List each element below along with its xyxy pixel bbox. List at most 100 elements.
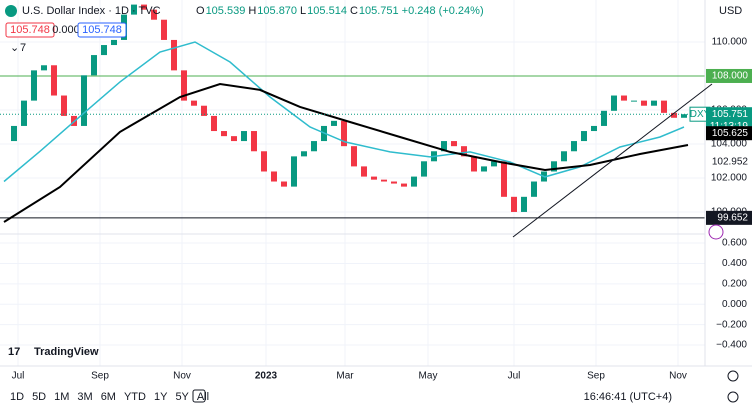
candle — [441, 141, 447, 152]
range-button[interactable]: 6M — [101, 391, 116, 403]
candle — [91, 55, 97, 76]
x-tick-label: Nov — [173, 371, 191, 382]
indicator-toggle[interactable]: ⌄ — [10, 42, 19, 54]
currency: USD — [719, 5, 742, 17]
x-tick-label: Jul — [508, 371, 521, 382]
range-button[interactable]: 1M — [54, 391, 69, 403]
candle — [141, 4, 147, 10]
candle — [521, 196, 527, 212]
x-tick-label: May — [419, 371, 438, 382]
range-button[interactable]: 5D — [32, 391, 46, 403]
candle — [81, 75, 87, 126]
candle — [151, 9, 157, 20]
candle — [581, 131, 587, 142]
candle — [591, 125, 597, 132]
candle — [661, 100, 667, 113]
candle — [501, 161, 507, 197]
ma-tag-text: 105.625 — [712, 128, 749, 139]
candle — [21, 100, 27, 126]
candle — [361, 166, 367, 177]
logo-mark: 17 — [8, 346, 20, 358]
candle — [291, 156, 297, 187]
candle — [171, 39, 177, 71]
ohlc-value: 105.751 — [359, 5, 399, 17]
ohlc-label: O — [196, 5, 205, 17]
candle — [601, 110, 607, 126]
symbol-icon — [5, 5, 17, 17]
candle — [391, 181, 397, 184]
calendar-icon[interactable] — [192, 389, 206, 403]
clock: 16:46:41 (UTC+4) — [584, 391, 672, 403]
ma-tag — [706, 154, 752, 169]
axis-settings[interactable] — [727, 370, 739, 382]
brand: TradingView — [34, 346, 99, 358]
candle — [221, 131, 227, 137]
ohlc-value: 105.514 — [307, 5, 347, 17]
candle — [201, 105, 207, 116]
candle — [531, 181, 537, 197]
candle — [41, 65, 47, 71]
level-label: 108.000 — [712, 71, 749, 82]
x-tick-label: Mar — [336, 371, 354, 382]
candle — [211, 115, 217, 132]
symbol-tag-text: DXY — [690, 109, 711, 120]
candle — [11, 125, 17, 142]
level-tag — [706, 210, 752, 225]
candle — [551, 161, 557, 172]
y-tick-label: 110.000 — [712, 37, 748, 48]
candle — [451, 141, 457, 147]
candle — [301, 151, 307, 157]
y-tick-label: 0.200 — [722, 278, 747, 289]
ma-slow — [3, 82, 689, 223]
y-tick-label: 102.000 — [711, 173, 748, 184]
candle — [161, 19, 167, 40]
candle — [241, 131, 247, 142]
range-button[interactable]: All — [197, 391, 209, 403]
candle — [611, 95, 617, 111]
candle — [131, 4, 137, 15]
range-button[interactable]: 5Y — [175, 391, 189, 403]
candle — [481, 166, 487, 172]
ohlc-label: L — [300, 5, 306, 17]
change: +0.248 (+0.24%) — [402, 5, 484, 17]
candle — [111, 39, 117, 46]
candle — [561, 151, 567, 162]
y-tick-label: 0.600 — [722, 238, 747, 249]
chart-pane — [0, 0, 705, 366]
ohlc-label: H — [248, 5, 256, 17]
range-button[interactable]: YTD — [124, 391, 146, 403]
candle — [631, 100, 637, 102]
x-tick-label: Sep — [587, 371, 605, 382]
alert-icon[interactable] — [708, 224, 724, 240]
range-button[interactable]: 1Y — [154, 391, 168, 403]
indicator-count[interactable]: 7 — [20, 42, 26, 54]
candle — [311, 141, 317, 152]
candle — [271, 171, 277, 182]
y-tick-label: 0.000 — [722, 299, 747, 310]
candle — [511, 196, 517, 212]
candle — [331, 120, 337, 126]
candle — [671, 112, 677, 118]
ohlc-value: 105.539 — [206, 5, 246, 17]
candle — [101, 45, 107, 56]
axes: 110.000106.000104.000102.000100.0000.600… — [12, 37, 752, 382]
logo: 17 TradingView — [8, 346, 99, 358]
x-tick-label: 2023 — [255, 371, 278, 382]
level-tag — [706, 68, 752, 83]
candle — [401, 183, 407, 187]
candle — [491, 161, 497, 167]
y-tick-label: 104.000 — [711, 139, 748, 150]
candle — [261, 151, 267, 172]
candle — [651, 100, 657, 106]
badge — [5, 22, 55, 38]
range-button[interactable]: 1D — [10, 391, 24, 403]
candle — [641, 100, 647, 106]
badge-text: 105.748 — [82, 24, 122, 36]
candle — [571, 141, 577, 152]
range-button[interactable]: 3M — [77, 391, 92, 403]
y-tick-label: −0.200 — [716, 319, 747, 330]
settings-icon[interactable] — [727, 391, 739, 403]
candle — [251, 131, 257, 152]
